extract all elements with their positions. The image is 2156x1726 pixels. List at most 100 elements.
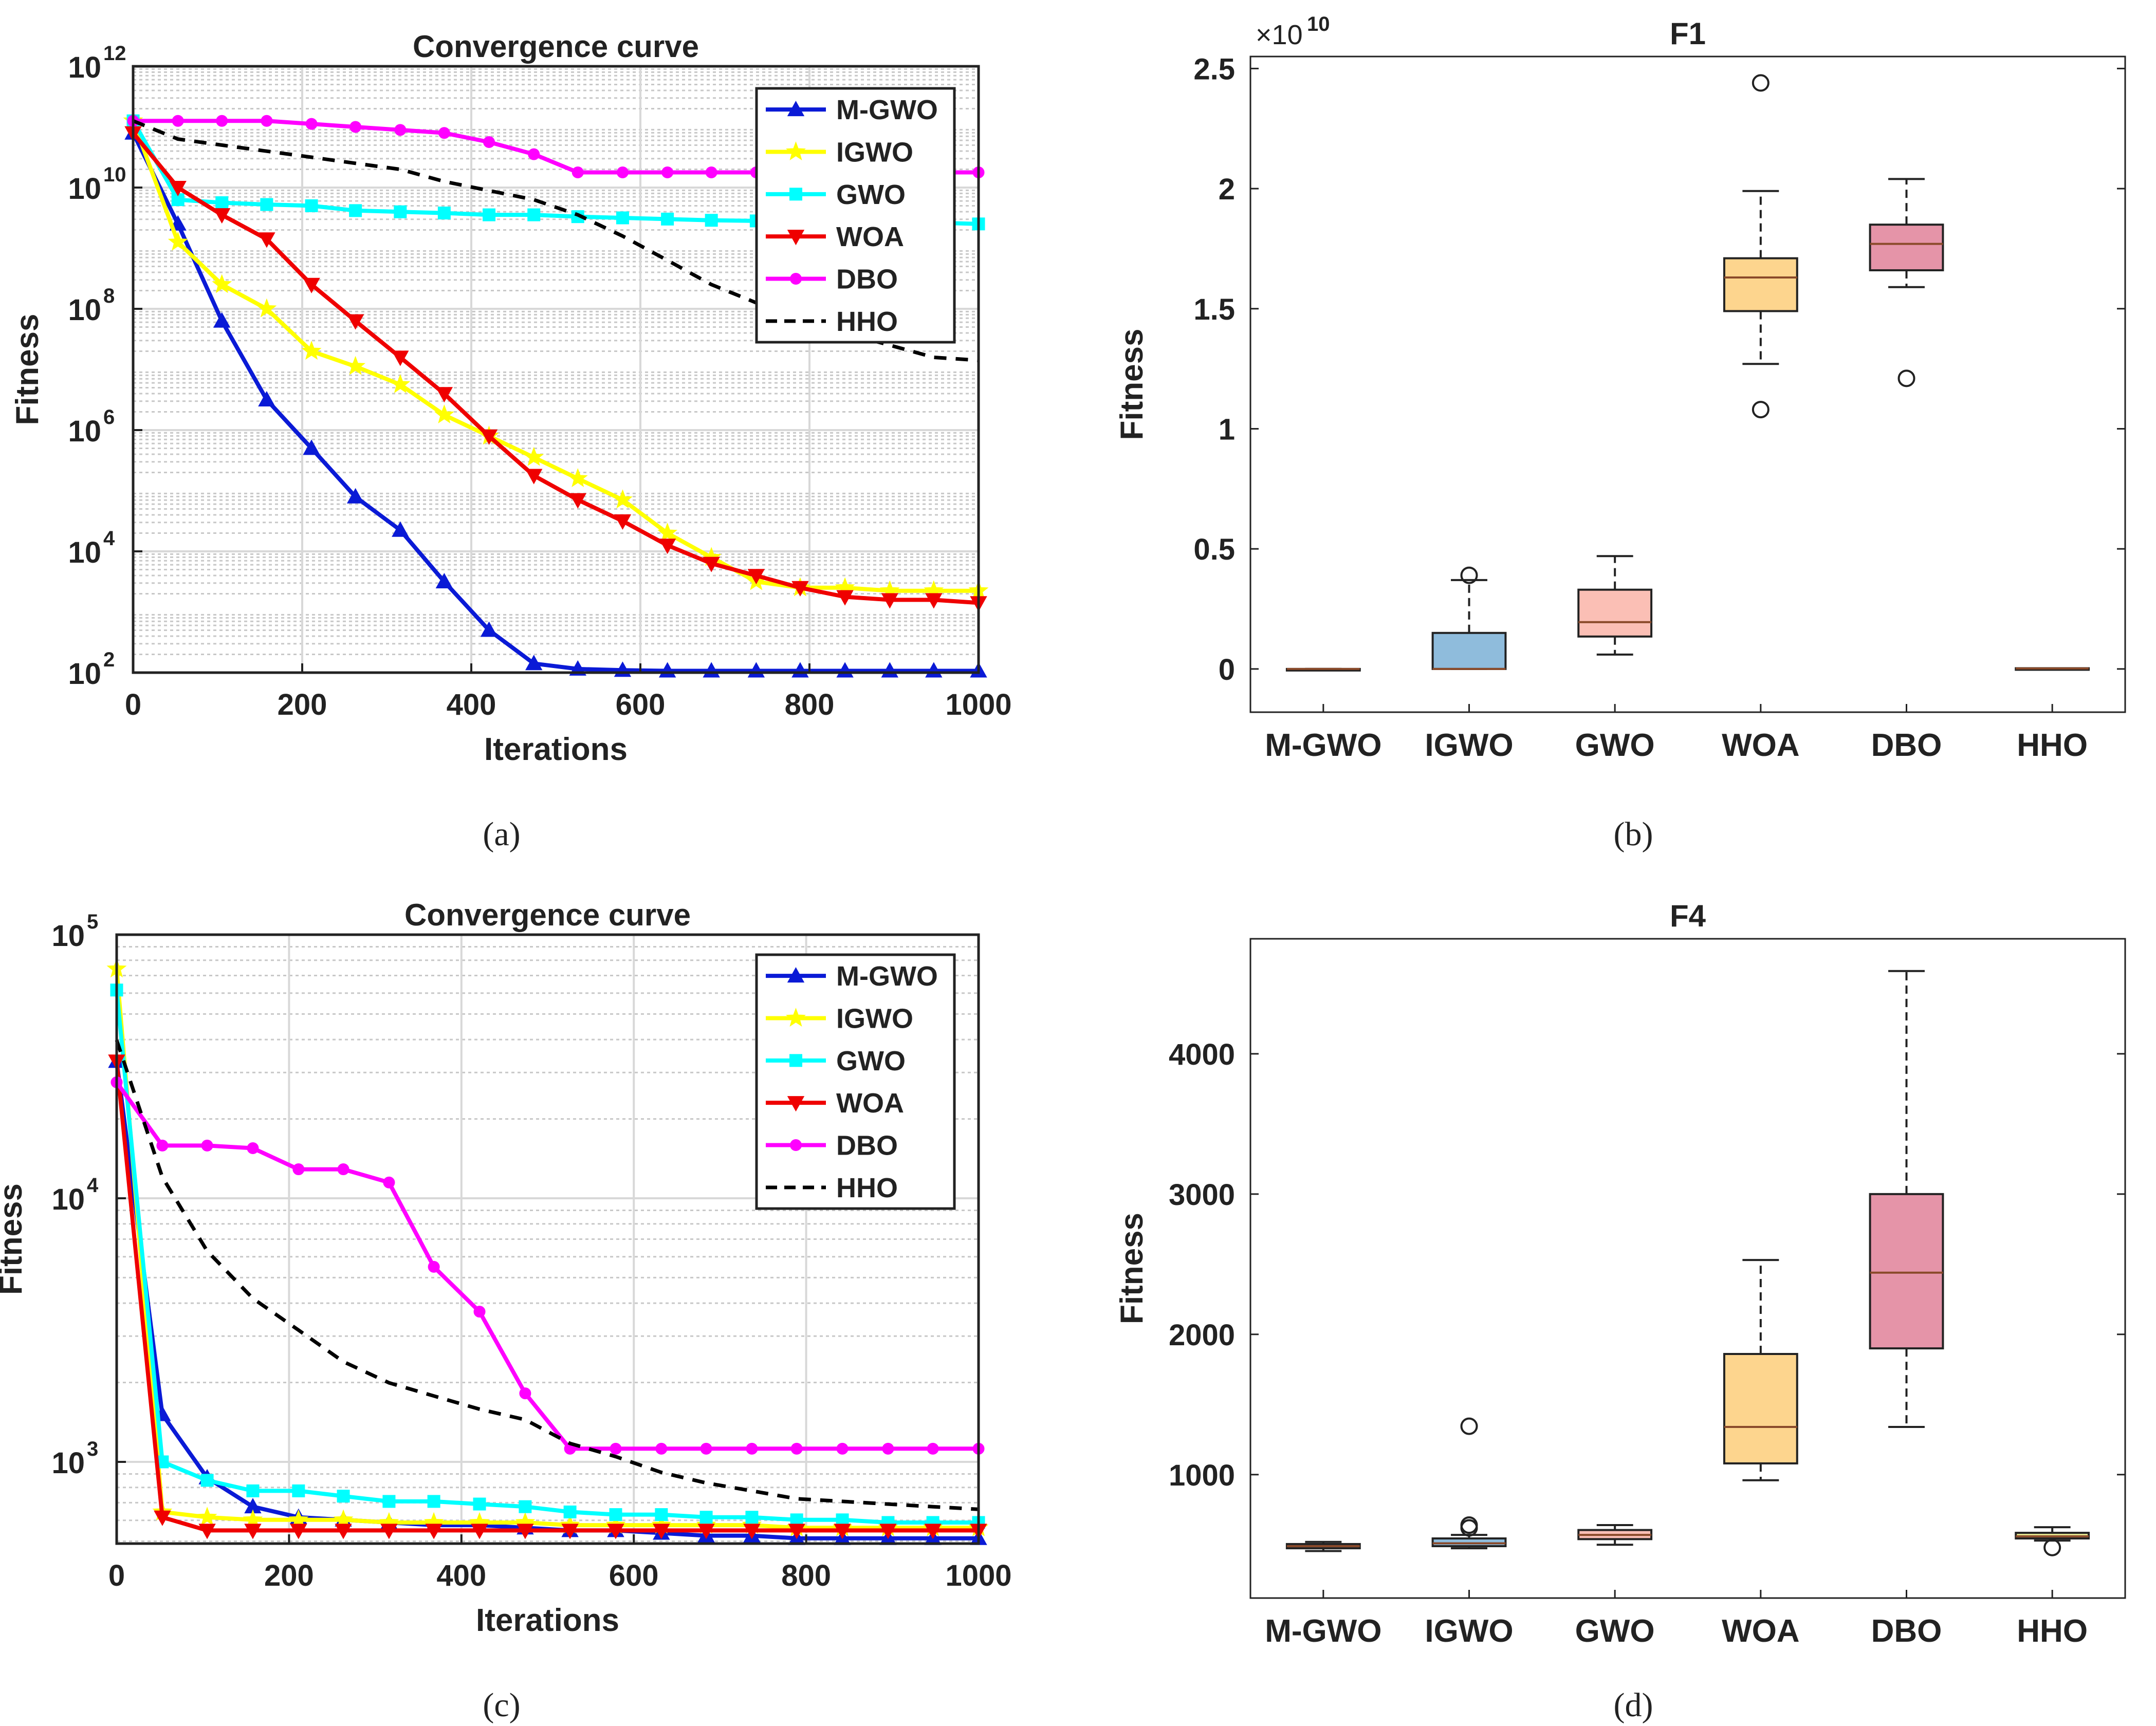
data-point (172, 115, 184, 127)
data-point (247, 1142, 259, 1155)
x-tick-label: 400 (436, 1559, 486, 1592)
box-hho: HHO (2015, 1526, 2090, 1649)
panel-caption: (c) (483, 1686, 520, 1724)
data-point (653, 1524, 670, 1539)
data-point (655, 1508, 668, 1521)
box-dbo: DBO (1869, 970, 1944, 1649)
data-point (519, 1387, 531, 1400)
data-point (480, 621, 498, 637)
data-point (292, 1163, 305, 1176)
data-point (244, 1524, 262, 1539)
data-point (607, 1524, 624, 1539)
data-point (213, 208, 231, 224)
panel-caption: (d) (1614, 1686, 1653, 1724)
data-point (609, 1508, 622, 1521)
data-point (392, 521, 409, 537)
data-point (658, 539, 676, 554)
data-point (790, 1442, 803, 1455)
outlier-point (1460, 566, 1478, 584)
panel-caption: (b) (1614, 815, 1653, 853)
data-point (473, 1497, 486, 1511)
category-label: DBO (1871, 1613, 1942, 1649)
data-point (836, 590, 854, 606)
data-point (471, 1524, 488, 1539)
data-point (290, 1524, 307, 1539)
data-point (924, 1524, 942, 1539)
data-point (561, 1524, 579, 1539)
box-hho: HHO (2015, 667, 2090, 763)
outlier-point (1752, 401, 1770, 419)
legend-label: DBO (836, 264, 898, 295)
y-tick-label: 10 (51, 1446, 85, 1480)
legend-label: GWO (836, 179, 906, 210)
x-tick-label: 1000 (945, 1559, 1011, 1592)
series-line (115, 1061, 979, 1533)
x-tick-label: 800 (781, 1559, 831, 1592)
y-tick-label: 2.5 (1193, 52, 1235, 86)
data-point (743, 1524, 761, 1539)
category-label: IGWO (1425, 1613, 1513, 1649)
data-point (156, 1139, 169, 1152)
y-tick-label: 3000 (1169, 1178, 1235, 1212)
legend-swatch-marker (787, 230, 805, 246)
box-igwo: IGWO (1425, 566, 1514, 763)
data-point (303, 277, 320, 293)
iqr-box (1577, 588, 1653, 638)
outlier-point (1897, 369, 1915, 387)
chart-title: Convergence curve (413, 29, 699, 64)
x-tick-label: 0 (125, 688, 141, 721)
outlier-point (1460, 1417, 1478, 1435)
data-point (292, 1484, 305, 1497)
axes-frame (1249, 938, 2126, 1599)
legend-box (755, 87, 956, 344)
legend-label: GWO (836, 1046, 906, 1077)
legend-swatch-marker (787, 1096, 805, 1112)
box-gwo: GWO (1575, 1524, 1655, 1649)
data-point (745, 1511, 759, 1524)
y-tick-exponent: 6 (103, 406, 115, 429)
data-point (525, 655, 543, 671)
panel-b: 0 0.5 1 1.5 2 2.5 M-GWO IGWO GWO WOA DBO HHO F1 Fitne… (1114, 13, 2126, 853)
data-point (473, 1306, 486, 1318)
legend-label: M-GWO (836, 961, 938, 992)
chart-title: F1 (1670, 16, 1706, 51)
data-point (616, 211, 629, 225)
category-label: WOA (1722, 728, 1800, 763)
data-point (519, 1500, 532, 1513)
category-label: M-GWO (1265, 728, 1381, 763)
data-point (427, 1495, 440, 1508)
data-point (525, 469, 543, 485)
y-tick-exponent: 3 (87, 1438, 98, 1460)
data-point (616, 166, 629, 178)
data-point (572, 166, 584, 178)
x-axis-label: Iterations (484, 732, 628, 767)
y-tick-label: 10 (51, 1183, 85, 1216)
data-point (747, 569, 765, 585)
box-m-gwo: M-GWO (1265, 1541, 1381, 1649)
y-tick-label: 0 (1219, 653, 1235, 686)
x-tick-label: 600 (609, 1559, 659, 1592)
category-label: GWO (1575, 728, 1655, 763)
data-point (655, 1442, 668, 1455)
data-point (346, 314, 364, 330)
category-label: DBO (1871, 728, 1942, 763)
data-point (614, 514, 632, 530)
legend-swatch-marker (789, 1054, 802, 1067)
data-point (435, 387, 453, 403)
y-axis-label: Fitness (1114, 328, 1150, 440)
legend-swatch-marker (786, 1008, 806, 1027)
data-point (705, 166, 717, 178)
y-tick-exponent: 4 (103, 527, 115, 550)
data-point (349, 121, 362, 133)
series-line (131, 132, 979, 673)
panel-d: 1000 2000 3000 4000 M-GWO IGWO GWO WOA DBO HHO F4 F… (1114, 899, 2126, 1724)
legend-label: M-GWO (836, 95, 938, 125)
legend-label: IGWO (836, 1004, 913, 1034)
x-tick-label: 400 (447, 688, 496, 721)
panel-caption: (a) (483, 815, 520, 853)
x-axis-label: Iterations (476, 1603, 619, 1638)
box-dbo: DBO (1869, 178, 1944, 763)
box-woa: WOA (1722, 1259, 1800, 1649)
